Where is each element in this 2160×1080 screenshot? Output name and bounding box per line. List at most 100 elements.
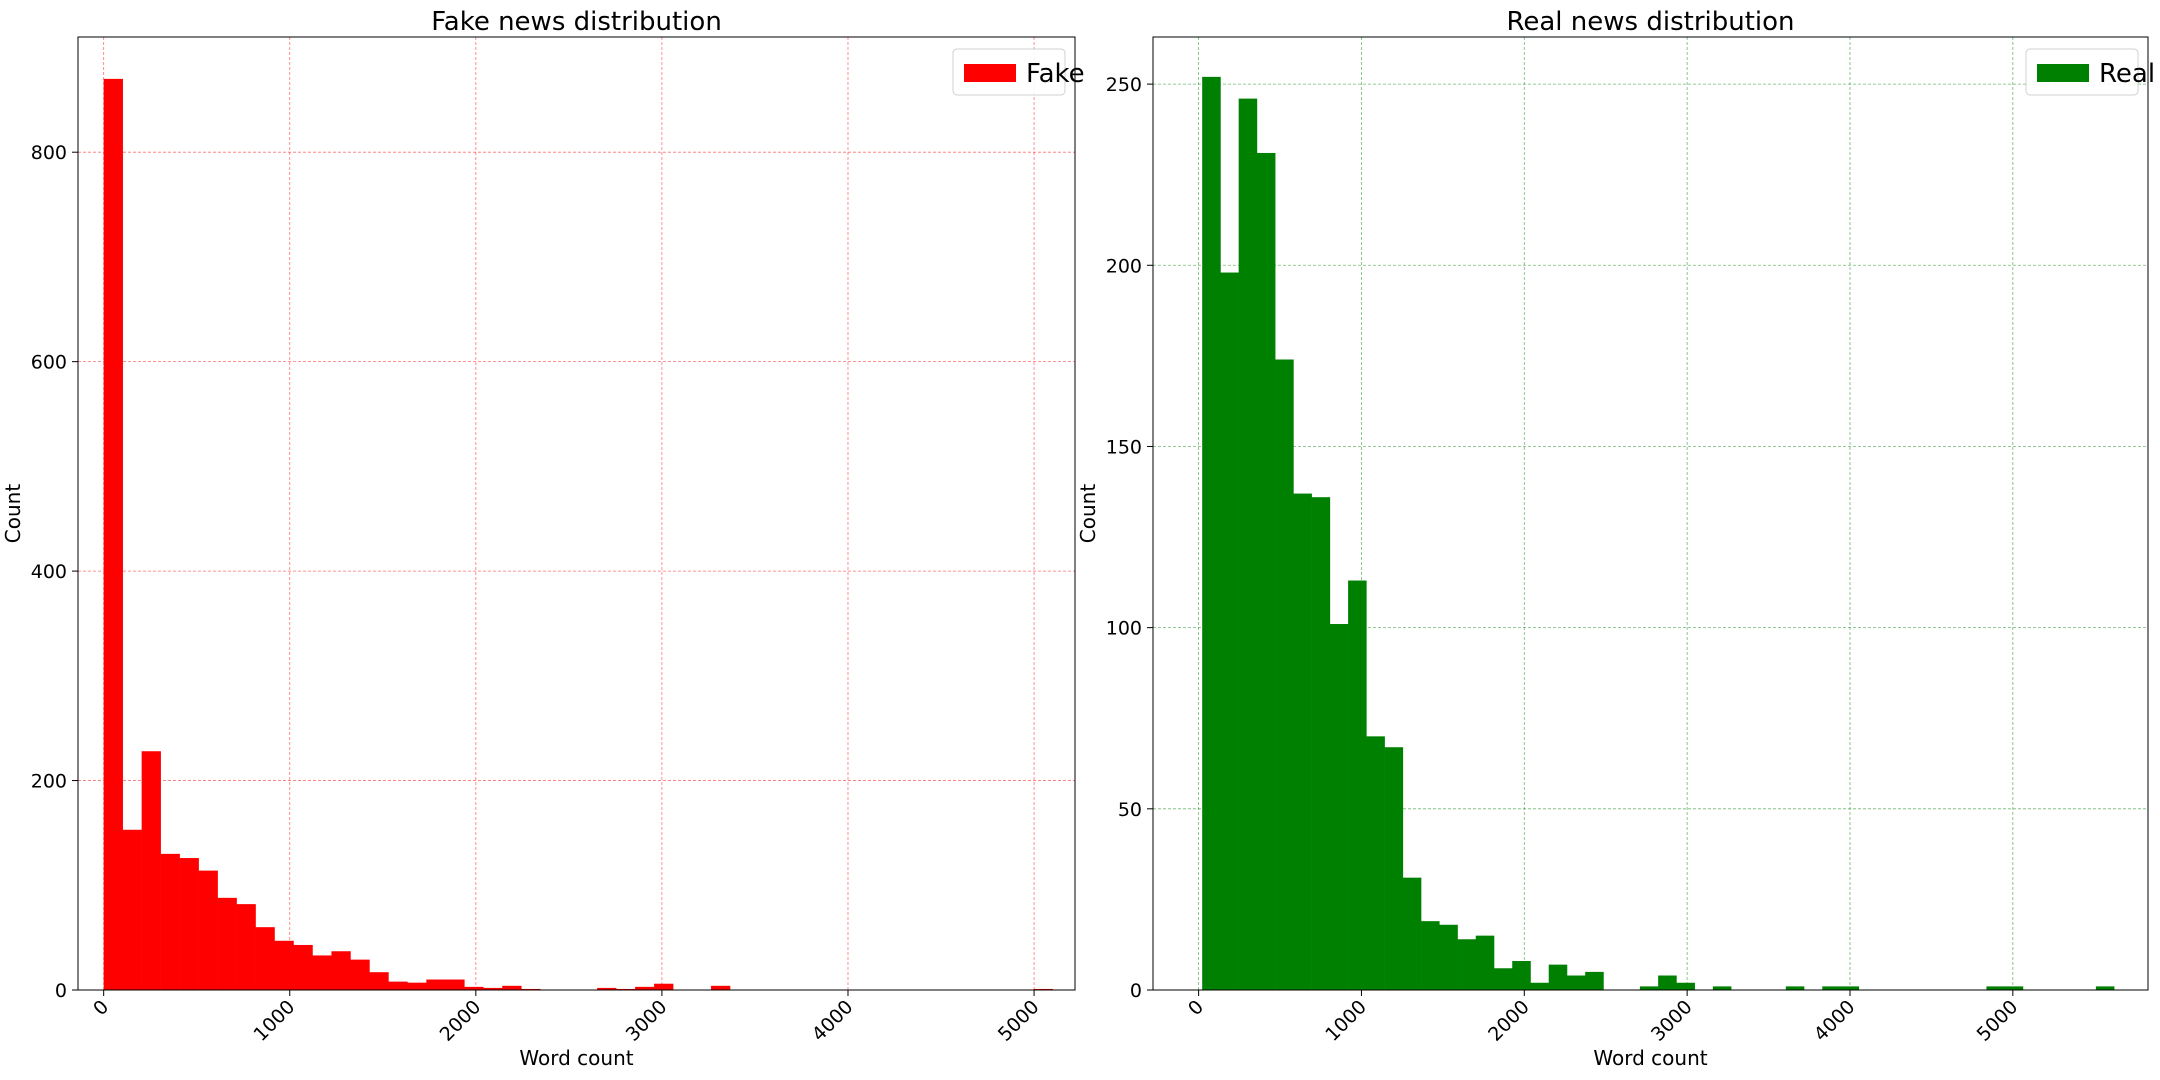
fake-bar <box>217 897 237 990</box>
fake-bar <box>255 927 275 990</box>
fake-y-ticks: 0 200 400 600 800 <box>31 142 78 1002</box>
fake-chart-xlabel: Word count <box>519 1046 633 1070</box>
real-bar <box>1494 968 1513 990</box>
real-bar <box>1512 961 1531 990</box>
real-bar <box>2004 986 2024 990</box>
fake-bar <box>407 982 427 990</box>
real-chart-ylabel: Count <box>1076 484 1100 544</box>
fake-x-tick-label: 0 <box>89 996 113 1020</box>
real-bar <box>1676 982 1695 990</box>
real-bar <box>1384 747 1404 990</box>
fake-y-tick-label: 600 <box>31 352 67 374</box>
real-bar <box>1840 986 1860 990</box>
fake-bar <box>122 829 142 990</box>
fake-bar <box>103 78 123 990</box>
fake-x-tick-label: 1000 <box>250 996 300 1046</box>
real-y-tick-label: 250 <box>1106 74 1142 96</box>
fake-bar <box>141 751 161 990</box>
real-bar <box>1421 921 1440 990</box>
real-y-tick-label: 0 <box>1130 980 1142 1002</box>
real-x-tick-label: 4000 <box>1810 996 1860 1046</box>
fake-x-tick-label: 3000 <box>622 996 672 1046</box>
real-legend-swatch <box>2037 64 2089 82</box>
real-x-tick-label: 1000 <box>1321 996 1371 1046</box>
real-y-tick-label: 150 <box>1106 436 1142 458</box>
real-x-tick-label: 0 <box>1184 996 1208 1020</box>
real-bar <box>1402 877 1422 990</box>
real-bar <box>1293 493 1312 990</box>
fake-y-tick-label: 800 <box>31 142 67 164</box>
fake-bar <box>179 858 199 990</box>
real-bar <box>1548 964 1568 990</box>
fake-y-tick-label: 200 <box>31 771 67 793</box>
fake-x-tick-label: 4000 <box>808 996 858 1046</box>
fake-bar <box>369 972 389 990</box>
fake-bar <box>711 985 731 990</box>
real-bar <box>1348 580 1367 990</box>
fake-bar <box>616 988 636 990</box>
real-bar <box>1986 986 2005 990</box>
fake-bar <box>502 985 522 990</box>
real-bar <box>2095 986 2115 990</box>
fake-bar <box>160 853 180 990</box>
real-bar <box>1366 736 1385 990</box>
fake-bar <box>654 983 674 990</box>
real-bar <box>1439 924 1458 990</box>
fake-bar <box>312 955 332 990</box>
real-bar <box>1329 624 1349 990</box>
fake-bar <box>521 988 541 990</box>
real-bar <box>1275 359 1294 990</box>
fake-chart-title: Fake news distribution <box>431 7 722 37</box>
fake-bar <box>274 940 294 990</box>
fake-bar <box>635 986 655 990</box>
fake-bar <box>388 981 408 990</box>
real-chart-title: Real news distribution <box>1506 7 1794 37</box>
real-bar <box>1585 971 1604 990</box>
real-x-ticks: 0 1000 2000 3000 4000 5000 <box>1184 990 2022 1046</box>
fake-y-tick-label: 0 <box>55 980 67 1002</box>
real-bars <box>1202 76 2115 991</box>
fake-grid <box>78 37 1075 991</box>
real-legend: Real <box>2025 48 2155 96</box>
real-bar <box>1658 975 1677 990</box>
real-x-tick-label: 5000 <box>1973 996 2023 1046</box>
fake-bar <box>483 987 503 990</box>
fake-x-tick-label: 2000 <box>436 996 486 1046</box>
fake-legend-swatch <box>964 64 1016 82</box>
real-y-tick-label: 100 <box>1106 618 1142 640</box>
fake-bar <box>445 979 465 990</box>
real-bar <box>1566 975 1586 990</box>
fake-bar <box>426 979 446 990</box>
real-y-tick-label: 200 <box>1106 255 1142 277</box>
real-x-tick-label: 3000 <box>1647 996 1697 1046</box>
fake-x-tick-label: 5000 <box>994 996 1044 1046</box>
fake-bar <box>293 944 313 990</box>
real-bar <box>1238 98 1258 990</box>
fake-axes-frame <box>77 36 1076 991</box>
fake-y-tick-label: 400 <box>31 561 67 583</box>
real-y-ticks: 0 50 100 150 200 250 <box>1106 74 1153 1002</box>
real-bar <box>1530 982 1550 990</box>
fake-bar <box>350 959 370 990</box>
fake-chart-ylabel: Count <box>1 484 25 544</box>
fake-bar <box>1033 988 1053 990</box>
fake-x-ticks: 0 1000 2000 3000 4000 5000 <box>89 990 1044 1046</box>
real-bar <box>1256 152 1276 991</box>
fake-bar <box>331 951 351 990</box>
real-y-tick-label: 50 <box>1118 799 1142 821</box>
real-axes-frame <box>1152 36 2149 991</box>
fake-legend-label: Fake <box>1026 59 1085 89</box>
real-bar <box>1202 76 1221 990</box>
real-bar <box>1712 986 1732 990</box>
real-x-tick-label: 2000 <box>1484 996 1534 1046</box>
real-bar <box>1822 986 1841 990</box>
fake-bar <box>236 904 256 990</box>
real-bar <box>1457 939 1477 990</box>
real-chart-xlabel: Word count <box>1593 1046 1707 1070</box>
real-legend-label: Real <box>2099 59 2155 89</box>
real-bar <box>1311 497 1331 990</box>
fake-news-chart: Fake news distribution Word count Count … <box>1 7 1085 1070</box>
real-bar <box>1785 986 1805 990</box>
real-bar <box>1475 935 1495 990</box>
